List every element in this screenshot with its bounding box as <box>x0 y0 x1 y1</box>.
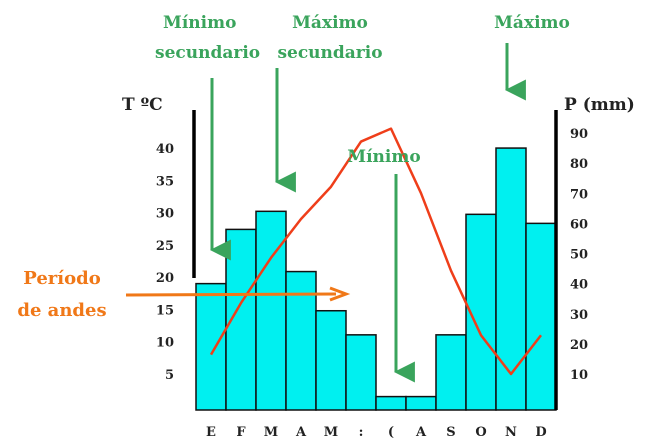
month-labels: E F M A M: ( A S O N D <box>206 425 547 440</box>
annotation-maximo-secundario: Máximo secundario <box>274 13 383 193</box>
svg-text:Máximo: Máximo <box>494 13 570 33</box>
month-label: O <box>475 425 486 440</box>
precipitation-bar <box>255 210 287 411</box>
left-tick-label: 5 <box>165 368 174 383</box>
arrow-periodo-de-andes-head <box>329 286 351 302</box>
month-label: S <box>446 425 455 440</box>
month-label: D <box>535 425 546 440</box>
left-axis-title: T ºC <box>122 95 163 115</box>
right-tick-label: 60 <box>570 217 588 232</box>
right-tick-labels: 10 20 30 40 50 60 70 80 90 <box>570 127 588 383</box>
svg-text:Mínimo: Mínimo <box>347 147 420 167</box>
precipitation-bar <box>195 282 227 411</box>
annotation-periodo-de-andes: Período de andes <box>17 268 351 321</box>
right-tick-label: 70 <box>570 187 588 202</box>
precipitation-bar <box>345 334 377 411</box>
right-tick-label: 30 <box>570 308 588 323</box>
right-axis-title: P (mm) <box>564 95 635 115</box>
svg-text:Período: Período <box>23 268 100 289</box>
bar-group <box>195 147 557 411</box>
precipitation-bar <box>405 395 437 411</box>
month-label: E <box>206 425 216 440</box>
right-tick-label: 10 <box>570 368 588 383</box>
month-label: N <box>505 425 517 440</box>
precipitation-bar <box>375 395 407 411</box>
month-label: M <box>264 425 278 440</box>
svg-text:secundario: secundario <box>155 43 260 63</box>
svg-text:Mínimo: Mínimo <box>163 13 236 33</box>
right-tick-label: 50 <box>570 248 588 263</box>
precipitation-bar <box>285 270 317 411</box>
left-tick-label: 30 <box>156 207 174 222</box>
left-tick-label: 40 <box>156 142 174 157</box>
left-tick-label: 10 <box>156 336 174 351</box>
annotation-minimo-secundario: Mínimo secundario <box>155 13 260 261</box>
month-label: A <box>295 425 307 440</box>
right-tick-label: 20 <box>570 338 588 353</box>
svg-text:de andes: de andes <box>17 300 106 321</box>
precipitation-bar <box>525 222 557 411</box>
temperature-line <box>209 127 542 376</box>
precipitation-bar <box>495 147 527 411</box>
left-tick-labels: 5 10 15 20 25 30 35 40 <box>156 142 174 383</box>
right-tick-label: 80 <box>570 157 588 172</box>
precipitation-bar <box>435 334 467 411</box>
right-tick-label: 40 <box>570 278 588 293</box>
left-tick-label: 25 <box>156 239 174 254</box>
arrow-periodo-de-andes <box>125 292 337 297</box>
annotation-minimo: Mínimo <box>347 147 421 383</box>
svg-text:Máximo: Máximo <box>292 13 368 33</box>
left-tick-label: 20 <box>156 271 174 286</box>
month-label: M <box>324 425 338 440</box>
svg-text:secundario: secundario <box>277 43 382 63</box>
left-tick-label: 35 <box>156 174 174 189</box>
left-tick-label: 15 <box>156 303 174 318</box>
right-tick-label: 90 <box>570 127 588 142</box>
month-label: A <box>415 425 427 440</box>
annotation-maximo: Máximo <box>494 13 570 101</box>
precipitation-bar <box>315 309 347 411</box>
month-label: : <box>359 425 364 440</box>
month-label: F <box>236 425 246 440</box>
month-label: ( <box>388 425 394 440</box>
temperature-line-group <box>209 127 542 376</box>
